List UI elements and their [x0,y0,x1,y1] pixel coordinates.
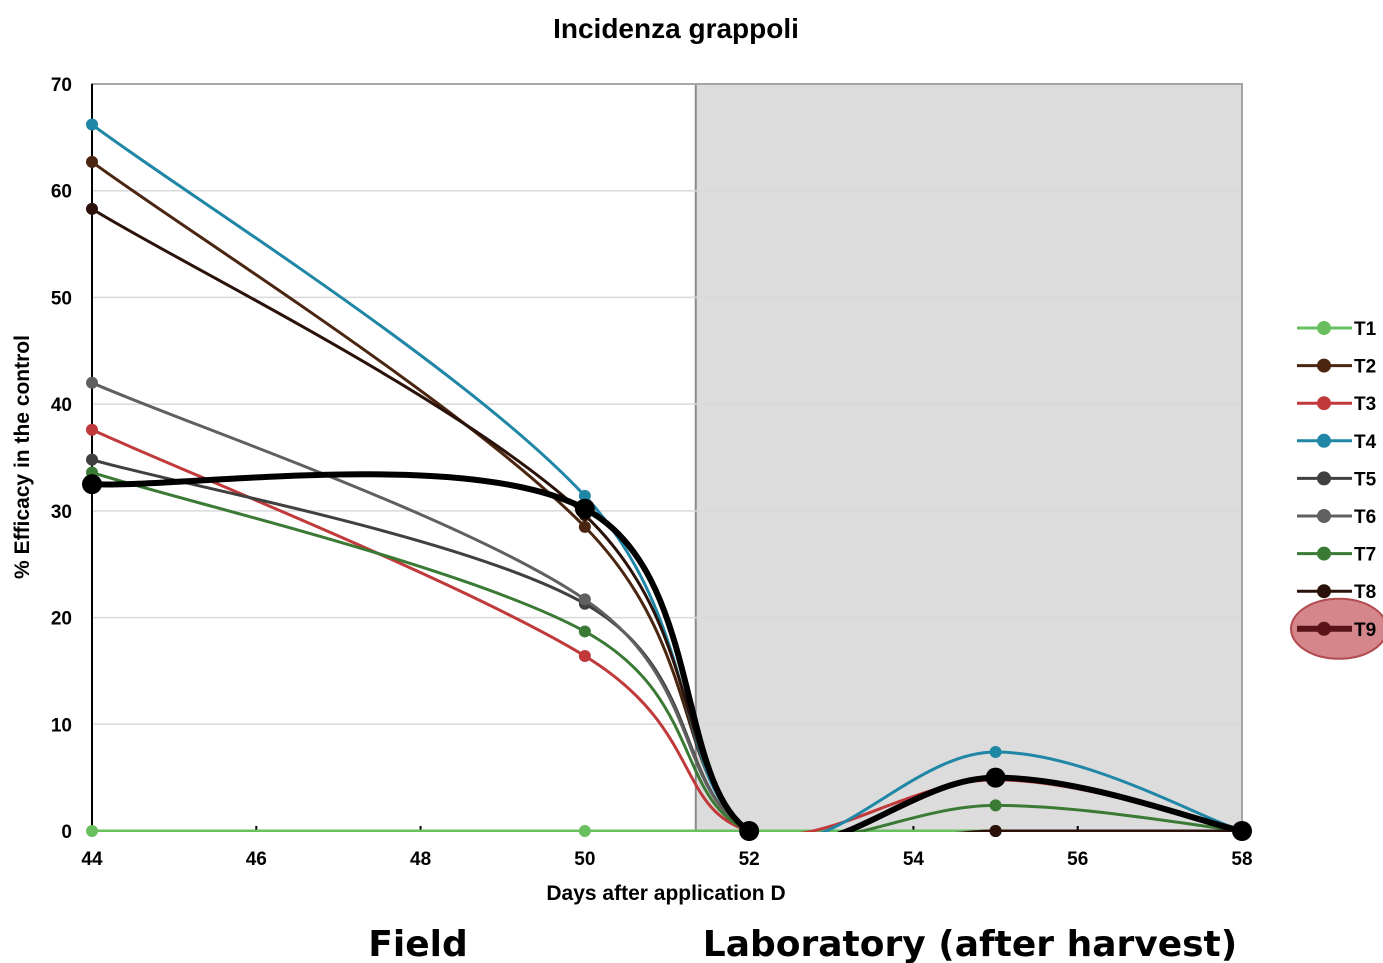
legend-marker-T6 [1317,509,1331,523]
legend-marker-T5 [1317,471,1331,486]
data-point-T7 [989,799,1002,812]
x-tick-label: 46 [246,849,267,870]
legend-label-T1: T1 [1354,319,1377,340]
legend-item-T9: T9 [1290,597,1383,660]
legend-label-T4: T4 [1354,432,1377,453]
legend-label-T7: T7 [1354,545,1376,566]
data-point-T2 [86,155,98,168]
legend: T1 T2 T3 T4 T5 T6 T7 T8 T9 [1290,319,1383,660]
legend-marker-T8 [1317,584,1331,599]
y-tick-label: 60 [51,182,72,203]
legend-marker-T3 [1317,396,1331,411]
x-tick-label: 50 [574,849,595,870]
x-axis-label: Days after application D [546,882,785,905]
lab-region-shading [694,83,1243,832]
series-lines [82,118,1252,841]
data-point-T2 [578,520,591,533]
data-point-T4 [989,746,1002,759]
data-point-T3 [578,649,591,662]
data-point-T9 [985,767,1006,788]
legend-item-T6: T6 [1297,507,1376,528]
data-point-T1 [86,825,98,837]
legend-label-T9: T9 [1354,620,1376,641]
legend-item-T1: T1 [1297,319,1377,340]
y-axis-label: % Efficacy in the control [11,335,34,579]
data-point-T3 [86,423,98,436]
legend-item-T8: T8 [1297,582,1376,603]
chart-title: Incidenza grappoli [553,13,799,44]
y-tick-label: 30 [51,502,72,523]
legend-label-T6: T6 [1354,507,1376,528]
data-point-T9 [82,474,102,495]
y-tick-label: 0 [61,822,72,843]
data-point-T9 [739,821,760,841]
legend-item-T7: T7 [1297,545,1376,566]
x-tick-label: 56 [1067,849,1088,870]
data-point-T9 [1232,821,1252,841]
legend-label-T3: T3 [1354,394,1376,415]
x-tick-label: 44 [81,849,103,870]
data-point-T8 [86,202,98,215]
y-tick-label: 50 [51,288,72,309]
legend-item-T5: T5 [1297,469,1377,490]
legend-item-T3: T3 [1297,394,1376,415]
data-point-T7 [578,625,591,638]
x-tick-label: 54 [903,849,925,870]
x-axis: 44 46 48 50 52 54 56 58 [81,826,1253,870]
y-tick-label: 20 [51,609,72,630]
y-axis: 0 10 20 30 40 50 60 70 [51,75,93,843]
legend-label-T8: T8 [1354,582,1376,603]
y-tick-label: 40 [51,395,72,416]
x-tick-label: 52 [739,849,760,870]
x-tick-label: 58 [1231,849,1252,870]
legend-marker-T1 [1317,321,1331,335]
data-point-T6 [86,376,98,389]
region-label-field: Field [368,924,467,963]
series-line-T7 [92,471,1243,832]
legend-marker-T4 [1317,433,1331,448]
data-point-T4 [578,489,591,502]
data-point-T6 [578,593,591,606]
legend-label-T2: T2 [1354,357,1376,378]
data-point-T9 [574,498,595,519]
data-point-T5 [86,453,98,466]
x-tick-label: 48 [410,849,431,870]
y-tick-label: 10 [51,715,72,736]
data-point-T1 [578,825,591,837]
legend-marker-T7 [1317,546,1331,561]
legend-marker-T9 [1317,621,1331,636]
series-line-T9 [92,471,1243,832]
legend-item-T2: T2 [1297,357,1376,378]
legend-label-T5: T5 [1354,469,1377,490]
region-label-laboratory: Laboratory (after harvest) [703,924,1237,963]
data-point-T4 [86,118,98,131]
y-tick-label: 70 [51,75,72,96]
series-T9 [82,471,1252,841]
data-point-T8 [989,825,1002,837]
legend-item-T4: T4 [1297,432,1377,453]
legend-marker-T2 [1317,358,1331,373]
